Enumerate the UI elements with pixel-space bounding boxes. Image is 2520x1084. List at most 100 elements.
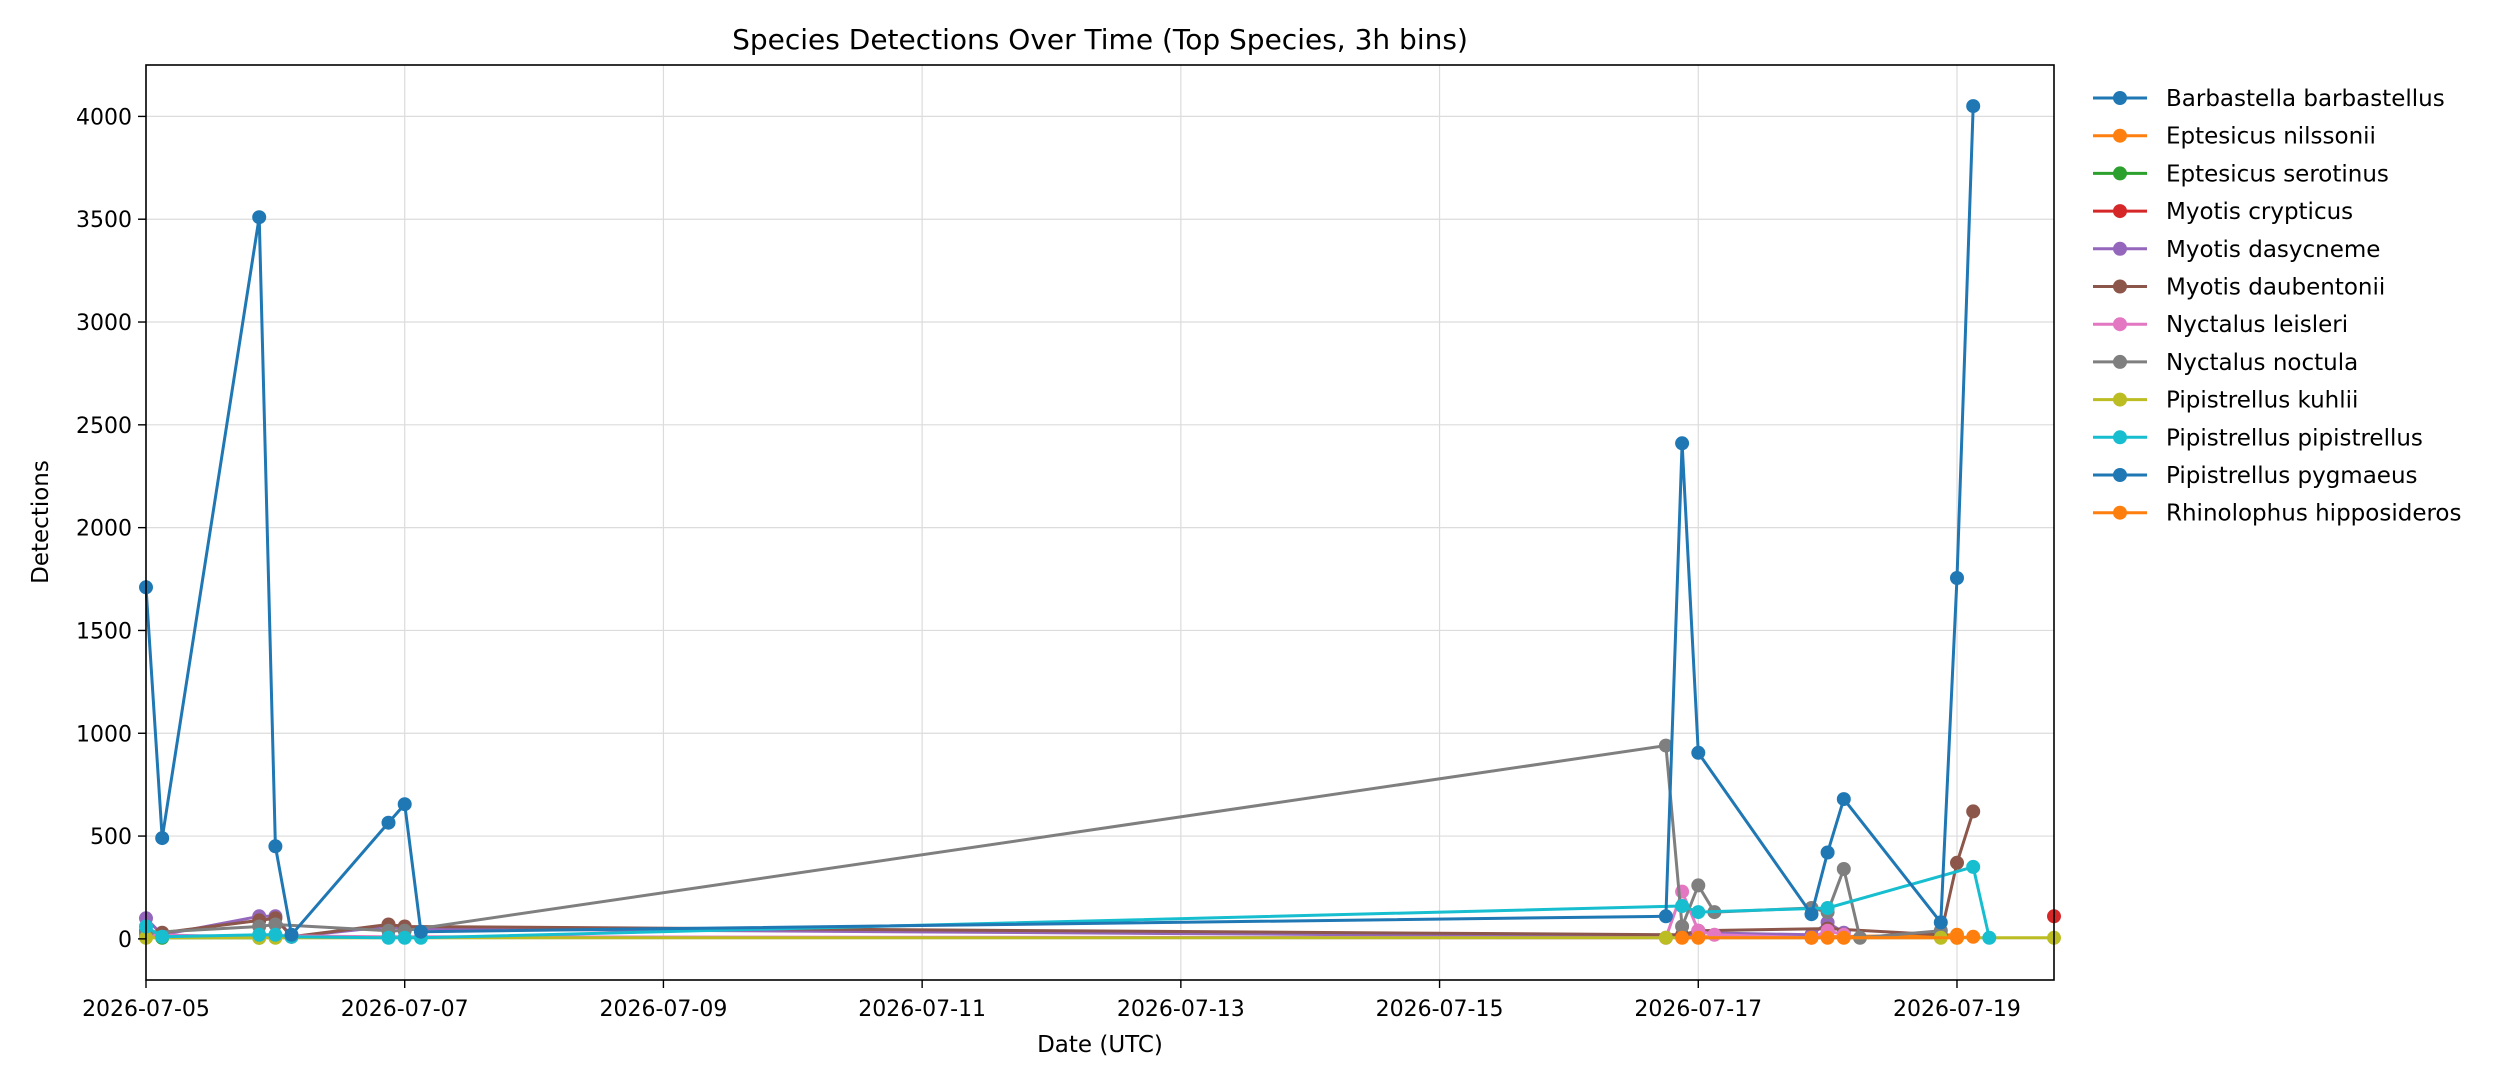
data-point xyxy=(1675,899,1690,913)
data-point xyxy=(252,927,267,942)
legend-label: Eptesicus nilssonii xyxy=(2166,124,2376,150)
legend-label: Barbastella barbastellus xyxy=(2166,86,2445,112)
legend-entry: Barbastella barbastellus xyxy=(2093,86,2445,112)
legend-label: Pipistrellus kuhlii xyxy=(2166,388,2358,414)
legend-marker xyxy=(2113,204,2127,219)
y-tick-label: 1500 xyxy=(76,619,132,644)
legend-marker xyxy=(2113,91,2127,105)
legend-label: Nyctalus leisleri xyxy=(2166,312,2348,338)
legend-marker xyxy=(2113,430,2127,445)
y-tick-label: 3000 xyxy=(76,311,132,336)
legend-label: Nyctalus noctula xyxy=(2166,350,2358,376)
legend-marker xyxy=(2113,317,2127,332)
data-point xyxy=(1675,930,1690,945)
legend-marker xyxy=(2113,279,2127,294)
data-point xyxy=(413,924,428,939)
data-point xyxy=(252,210,267,225)
data-point xyxy=(397,797,412,812)
data-point xyxy=(1691,930,1706,945)
data-point xyxy=(1820,930,1835,945)
legend-label: Myotis daubentonii xyxy=(2166,275,2385,301)
y-tick-label: 1000 xyxy=(76,722,132,747)
data-point xyxy=(1836,792,1851,807)
plot-frame xyxy=(145,64,2055,981)
data-point xyxy=(1950,571,1964,585)
data-point xyxy=(1658,738,1673,753)
data-point xyxy=(1966,99,1981,114)
y-tick-label: 2500 xyxy=(76,414,132,439)
data-point xyxy=(268,927,283,942)
legend-entry: Myotis crypticus xyxy=(2093,199,2353,225)
grid xyxy=(145,65,2054,980)
x-tick-label: 2026-07-19 xyxy=(1893,997,2021,1022)
legend-entry: Nyctalus noctula xyxy=(2093,350,2358,376)
legend-entry: Myotis dasycneme xyxy=(2093,237,2380,263)
y-tick-label: 2000 xyxy=(76,517,132,542)
data-point xyxy=(1836,930,1851,945)
legend-marker xyxy=(2113,505,2127,520)
data-point xyxy=(1966,859,1981,874)
data-point xyxy=(1950,855,1964,870)
data-point xyxy=(1675,436,1690,451)
x-tick-label: 2026-07-11 xyxy=(858,997,986,1022)
data-point xyxy=(381,815,396,830)
legend-label: Pipistrellus pipistrellus xyxy=(2166,425,2423,451)
legend: Barbastella barbastellus Eptesicus nilsso… xyxy=(2093,86,2461,527)
series-11 xyxy=(1675,929,1981,945)
legend-entry: Pipistrellus kuhlii xyxy=(2093,388,2358,414)
series-line xyxy=(145,744,1941,940)
ticks: 2026-07-05 2026-07-07 2026-07-09 2026-07-11… xyxy=(76,105,2021,1022)
data-point xyxy=(155,831,170,846)
data-point xyxy=(1804,930,1819,945)
legend-marker xyxy=(2113,241,2127,256)
data-point xyxy=(1950,930,1964,945)
x-tick-label: 2026-07-17 xyxy=(1634,997,1762,1022)
data-point xyxy=(397,930,412,945)
data-point xyxy=(381,930,396,945)
y-tick-label: 500 xyxy=(90,825,132,850)
data-point xyxy=(1820,901,1835,915)
data-point xyxy=(1658,909,1673,924)
legend-label: Myotis dasycneme xyxy=(2166,237,2380,263)
data-point xyxy=(1966,929,1981,944)
x-axis-label: Date (UTC) xyxy=(1037,1032,1163,1058)
data-point xyxy=(268,839,283,854)
legend-marker xyxy=(2113,166,2127,181)
legend-entry: Pipistrellus pipistrellus xyxy=(2093,425,2423,451)
data-point xyxy=(1691,878,1706,893)
legend-entry: Rhinolophus hipposideros xyxy=(2093,501,2461,527)
legend-entry: Pipistrellus pygmaeus xyxy=(2093,463,2418,489)
data-point xyxy=(1933,915,1948,930)
legend-label: Myotis crypticus xyxy=(2166,199,2353,225)
legend-label: Rhinolophus hipposideros xyxy=(2166,501,2461,527)
y-axis-label: Detections xyxy=(28,460,54,584)
data-point xyxy=(1658,930,1673,945)
legend-marker xyxy=(2113,392,2127,407)
x-tick-label: 2026-07-15 xyxy=(1376,997,1504,1022)
data-point xyxy=(1982,930,1997,945)
series-layer xyxy=(139,99,2061,945)
legend-entry: Myotis daubentonii xyxy=(2093,275,2385,301)
data-point xyxy=(1691,745,1706,760)
legend-entry: Eptesicus serotinus xyxy=(2093,161,2389,187)
legend-label: Pipistrellus pygmaeus xyxy=(2166,463,2418,489)
data-point xyxy=(1966,804,1981,819)
data-point xyxy=(1707,927,1722,942)
series-line xyxy=(144,106,1975,937)
chart-title: Species Detections Over Time (Top Specie… xyxy=(732,23,1468,56)
y-tick-label: 0 xyxy=(118,928,132,953)
legend-entry: Nyctalus leisleri xyxy=(2093,312,2348,338)
x-tick-label: 2026-07-13 xyxy=(1117,997,1245,1022)
legend-entry: Eptesicus nilssonii xyxy=(2093,124,2376,150)
data-point xyxy=(1675,919,1690,934)
data-point xyxy=(1820,845,1835,860)
legend-marker xyxy=(2113,128,2127,143)
data-point xyxy=(155,929,170,944)
data-point xyxy=(268,917,283,932)
data-point xyxy=(1691,905,1706,920)
data-point xyxy=(1804,907,1819,922)
y-tick-label: 3500 xyxy=(76,208,132,233)
x-tick-label: 2026-07-07 xyxy=(341,997,469,1022)
